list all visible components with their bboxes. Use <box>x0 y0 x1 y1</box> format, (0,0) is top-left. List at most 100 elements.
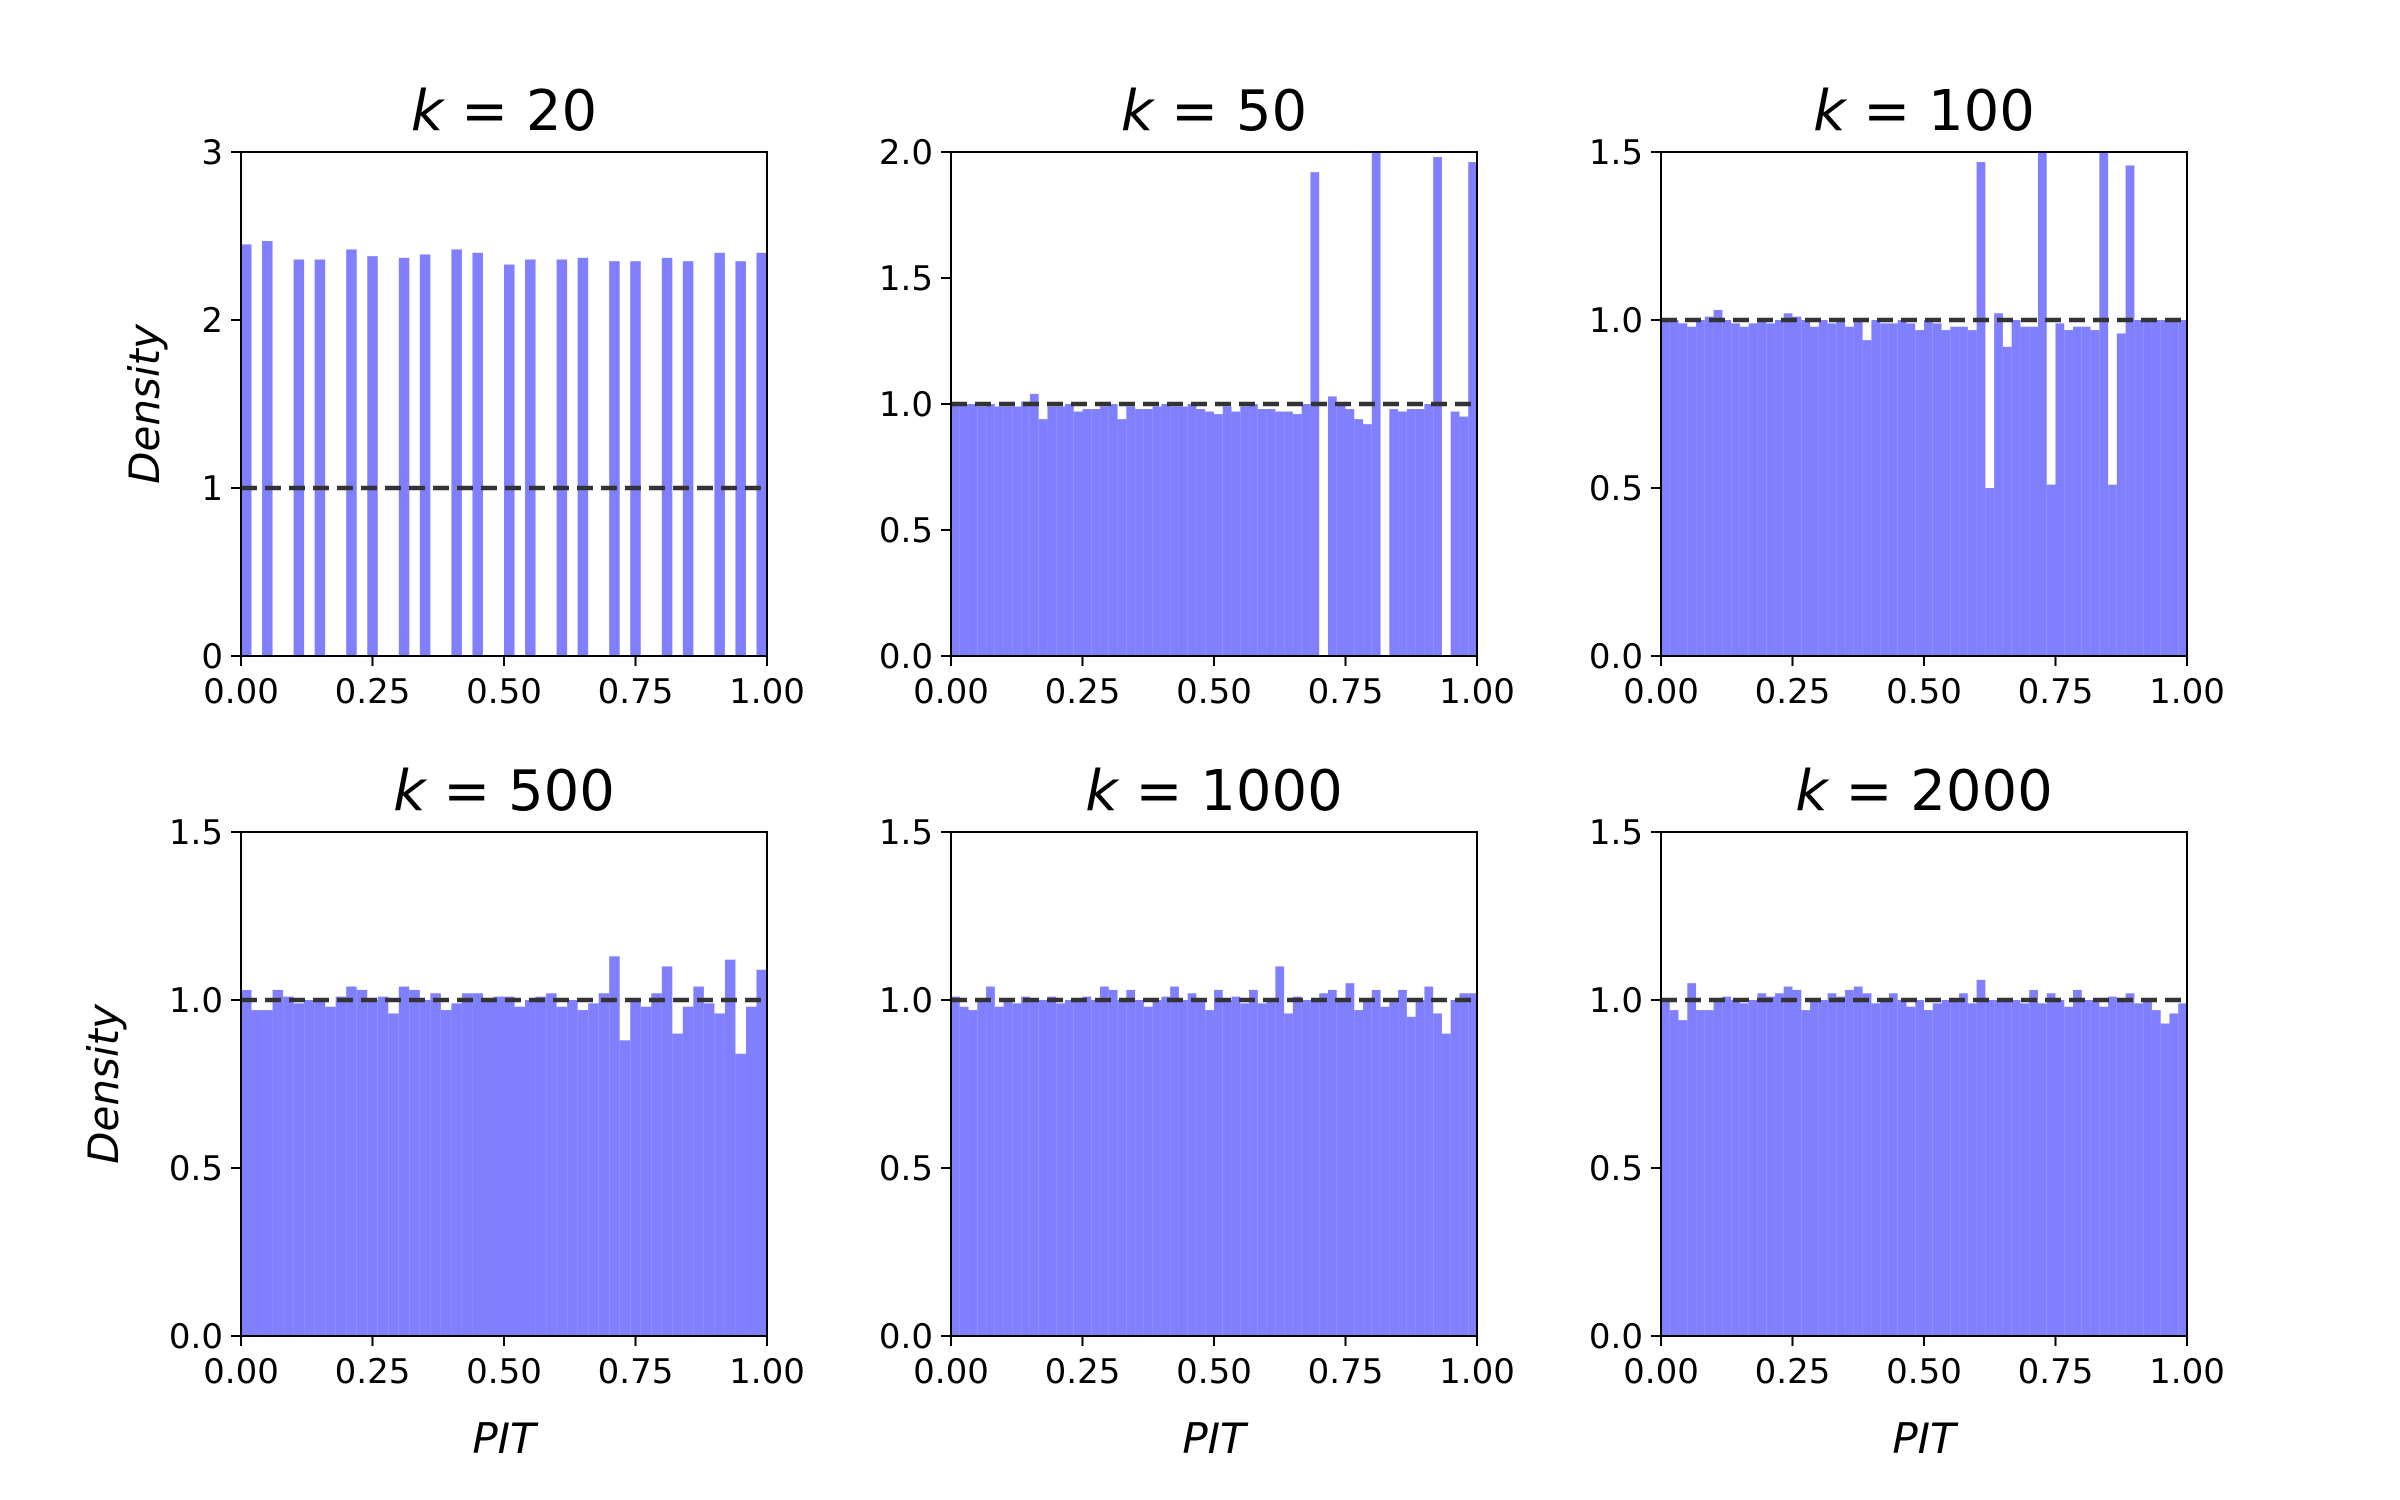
histogram-bar <box>651 993 662 1336</box>
histogram-bar <box>1178 1000 1188 1336</box>
x-tick-label: 0.75 <box>1308 1352 1384 1392</box>
x-tick-label: 0.75 <box>2018 1352 2094 1392</box>
histogram-bar <box>241 244 252 656</box>
y-tick-label: 1.5 <box>1589 133 1643 173</box>
title-variable: k <box>1813 79 1848 144</box>
histogram-bar <box>1275 411 1285 656</box>
histogram-bar <box>1792 316 1802 656</box>
histogram-bar <box>461 993 473 1336</box>
histogram-bar <box>409 989 420 1336</box>
histogram-bar <box>609 261 620 656</box>
y-tick-label: 3 <box>201 133 223 173</box>
histogram-bar <box>1415 409 1425 656</box>
histogram-bar <box>1012 406 1022 656</box>
histogram-bar <box>661 257 673 656</box>
histogram-bar <box>1170 986 1179 1336</box>
x-tick-label: 0.75 <box>598 672 674 712</box>
histogram-bar <box>251 1010 263 1336</box>
histogram-bar <box>2160 1023 2170 1336</box>
histogram-bar <box>1029 1000 1039 1336</box>
histogram-bar <box>1941 330 1951 656</box>
histogram-bar <box>1406 1016 1416 1336</box>
histogram-bar <box>1678 323 1688 656</box>
histogram-bar <box>356 989 368 1336</box>
histogram-bar <box>2055 1000 2065 1336</box>
x-tick-label: 0.75 <box>598 1352 674 1392</box>
histogram-bar <box>419 254 431 657</box>
histogram-bar <box>1696 1010 1705 1336</box>
histogram-bar <box>2108 996 2117 1336</box>
histogram-bar <box>493 996 504 1336</box>
title-equals: = <box>1846 79 1929 144</box>
histogram-bar <box>1468 162 1477 656</box>
y-tick-label: 1 <box>201 469 223 509</box>
histogram-bar <box>1029 393 1039 656</box>
histogram-bar <box>1292 414 1302 656</box>
histogram-bar <box>994 406 1004 656</box>
histogram-bar <box>504 264 515 656</box>
title-variable: k <box>1121 79 1156 144</box>
histogram-bar <box>661 966 673 1336</box>
histogram-bar <box>756 252 767 657</box>
histogram-bar <box>1713 309 1723 656</box>
y-tick-label: 0.0 <box>169 1317 223 1357</box>
histogram-bar <box>1073 1000 1083 1336</box>
histogram-bar <box>241 989 252 1336</box>
histogram-bar <box>1810 326 1819 656</box>
x-tick-label: 0.00 <box>913 1352 989 1392</box>
x-tick-label: 0.25 <box>1045 672 1121 712</box>
histogram-bar <box>1932 323 1942 656</box>
histogram-bar <box>1231 411 1241 656</box>
histogram-bar <box>1748 1000 1758 1336</box>
histogram-bar <box>346 249 357 656</box>
histogram-bar <box>1161 404 1171 656</box>
histogram-bar <box>630 261 641 656</box>
histogram-bar <box>1284 411 1293 656</box>
y-tick-label: 0 <box>201 637 223 677</box>
histogram-bar <box>714 252 725 657</box>
histogram-bar <box>1398 989 1407 1336</box>
histogram-bar <box>1459 416 1469 656</box>
histogram-bar <box>1082 996 1092 1336</box>
histogram-bar <box>598 993 610 1336</box>
histogram-bar <box>959 404 969 656</box>
histogram-bar <box>1240 406 1250 656</box>
title-equals: = <box>443 79 526 144</box>
histogram-bar <box>1178 406 1188 656</box>
histogram-bar <box>1959 326 1968 656</box>
x-tick-label: 0.50 <box>1886 672 1962 712</box>
histogram-bar <box>1757 993 1767 1336</box>
title-equals: = <box>1153 79 1236 144</box>
histogram-bar <box>1205 1010 1214 1336</box>
histogram-bar <box>1897 1000 1907 1336</box>
histogram-bar <box>2099 152 2109 656</box>
histogram-bar <box>1669 1010 1679 1336</box>
histogram-bar <box>2011 320 2021 656</box>
y-tick-label: 1.5 <box>1589 813 1643 853</box>
histogram-bar <box>2125 165 2135 656</box>
y-tick-label: 2.0 <box>879 133 933 173</box>
histogram-bar <box>1774 320 1784 656</box>
histogram-bar <box>1801 1010 1811 1336</box>
histogram-bar <box>1345 983 1355 1336</box>
histogram-bar <box>1880 1000 1889 1336</box>
histogram-bar <box>2037 152 2047 656</box>
histogram-bar <box>1012 1003 1022 1336</box>
histogram-bar <box>1845 326 1854 656</box>
histogram-bar <box>1073 411 1083 656</box>
histogram-bar <box>577 257 589 656</box>
histogram-bar <box>1100 986 1109 1336</box>
histogram-bar <box>2143 320 2152 656</box>
panel-title: k = 20 <box>411 79 597 144</box>
y-tick-label: 0.5 <box>879 511 933 551</box>
histogram-bar <box>1757 320 1767 656</box>
x-tick-label: 0.25 <box>1045 1352 1121 1392</box>
x-tick-label: 0.00 <box>203 672 279 712</box>
title-value: 500 <box>508 759 615 824</box>
histogram-bar <box>724 959 736 1336</box>
histogram-bar <box>2169 1013 2179 1336</box>
histogram-bar <box>1249 989 1258 1336</box>
histogram-bar <box>1170 406 1179 656</box>
histogram-bar <box>682 1006 694 1336</box>
histogram-bar <box>1284 1013 1293 1336</box>
